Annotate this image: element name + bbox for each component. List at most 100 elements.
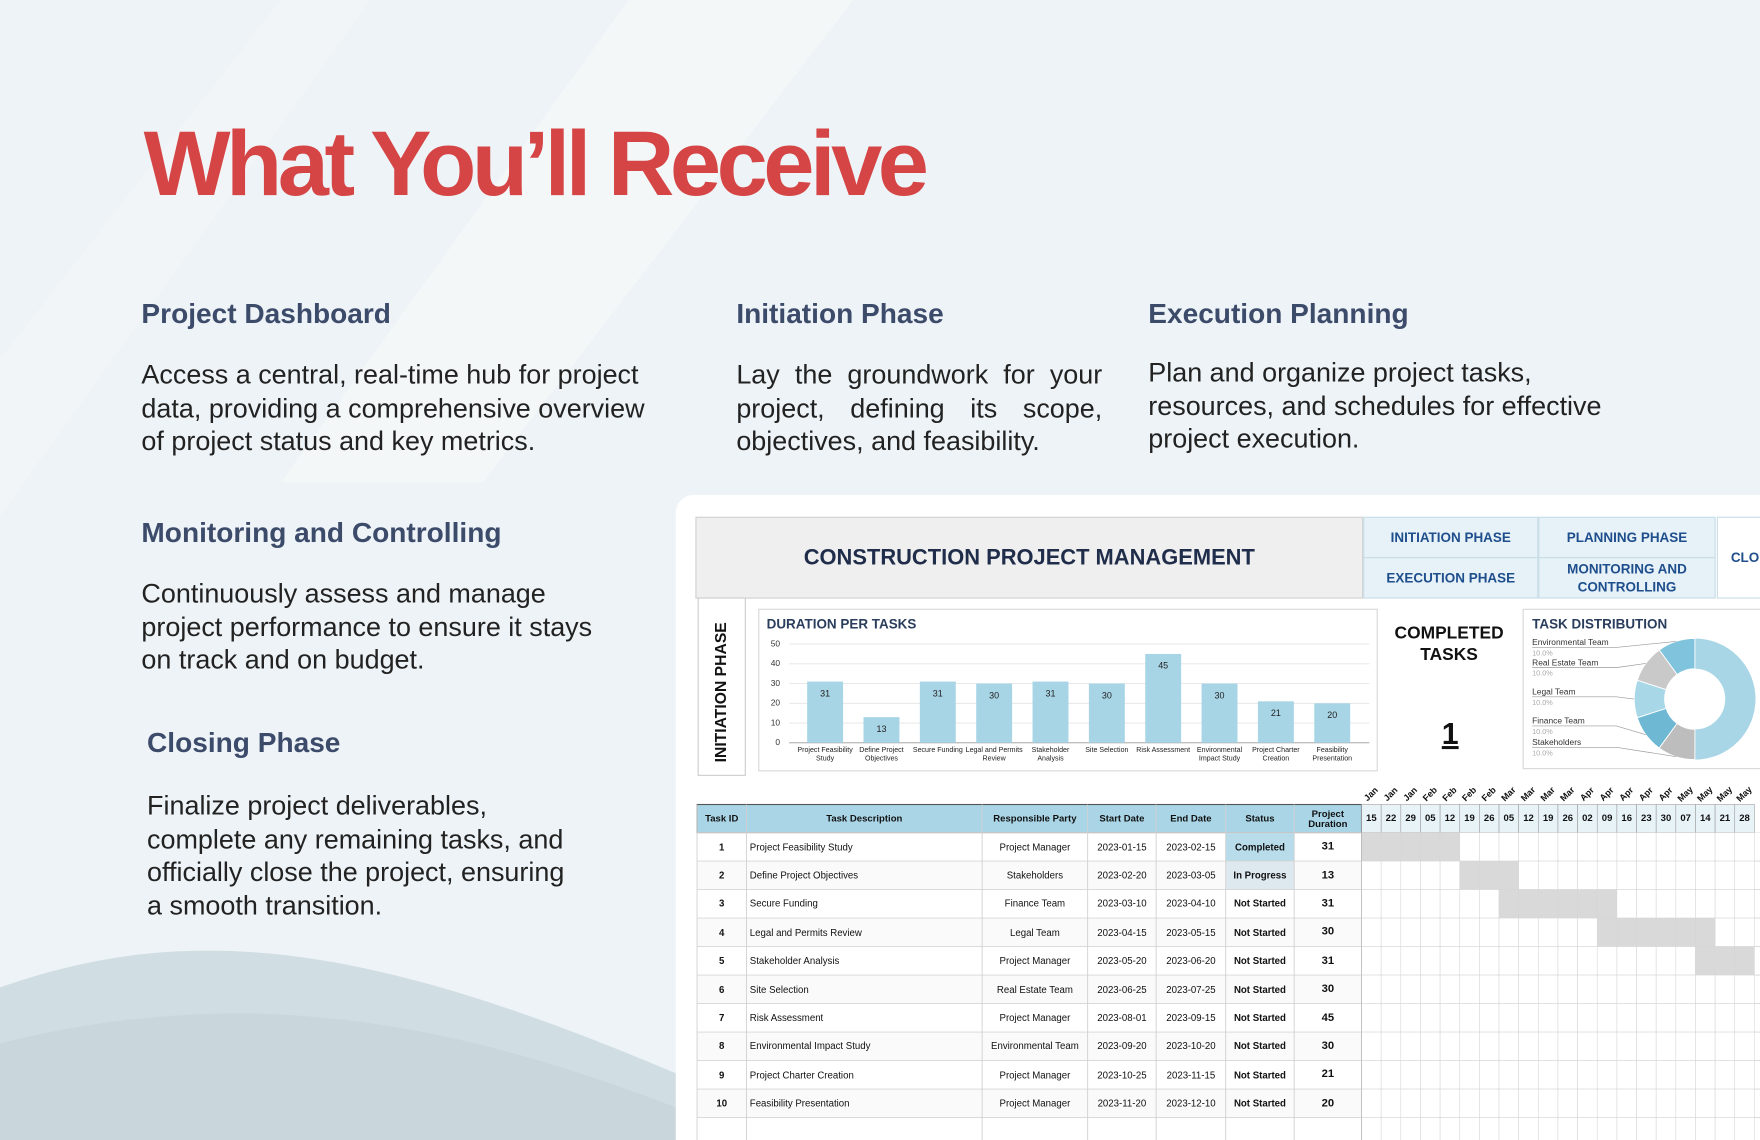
gantt-cell	[1655, 889, 1677, 919]
gantt-cell	[1655, 1088, 1677, 1118]
row-bg	[697, 918, 1362, 947]
table-cell: Legal and Permits Review	[749, 926, 862, 938]
gantt-cell	[1714, 889, 1736, 919]
feature-heading: Project Dashboard	[141, 298, 391, 330]
gantt-cell	[1400, 946, 1421, 976]
gantt-cell	[1714, 860, 1736, 890]
tab-label: EXECUTION PHASE	[1386, 570, 1516, 586]
gantt-cell	[1380, 832, 1402, 862]
bar	[1088, 683, 1125, 743]
gantt-cell	[1636, 946, 1657, 976]
gantt-cell	[1714, 832, 1736, 862]
value-label: 13	[876, 724, 886, 734]
gantt-cell	[1361, 832, 1382, 862]
status-bg	[1225, 832, 1295, 862]
tab-label: CLO	[1730, 549, 1760, 566]
gantt-day: 22	[1386, 813, 1397, 824]
table-cell: Secure Funding	[749, 898, 818, 910]
gantt-cell	[1498, 1031, 1519, 1061]
table-cell: 2023-07-25	[1166, 983, 1216, 995]
gantt-day: 14	[1700, 813, 1711, 824]
value-label: 30	[1215, 690, 1225, 700]
gantt-cell	[1577, 1060, 1598, 1090]
sheet-header	[695, 516, 1364, 599]
gantt-cell	[1361, 860, 1382, 890]
dist-name: Real Estate Team	[1532, 657, 1598, 667]
gantt-cell	[1675, 917, 1696, 947]
gantt-cell	[1400, 1088, 1421, 1118]
table-cell: 2023-09-20	[1097, 1040, 1147, 1052]
gantt-cell	[1420, 974, 1441, 1004]
gantt-cell	[1439, 889, 1461, 919]
table-cell: 2023-10-20	[1166, 1040, 1216, 1052]
gantt-cell	[1459, 1060, 1480, 1090]
gantt-cell	[1479, 1031, 1500, 1061]
feature-text: Continuously assess and manage project pe…	[141, 578, 646, 677]
table-cell: 1	[719, 841, 725, 853]
text-line: Continuously assess and manage	[141, 578, 546, 610]
gantt-cell	[1557, 1117, 1578, 1140]
gantt-cell	[1538, 974, 1559, 1004]
gantt-cell	[1734, 860, 1755, 890]
table-cell: 2023-09-15	[1166, 1012, 1216, 1024]
sheet-title: CONSTRUCTION PROJECT MANAGEMENT	[803, 544, 1255, 570]
gantt-cell	[1636, 917, 1657, 947]
main-title: What You’ll Receive	[143, 113, 929, 216]
dist-pct: 10.0%	[1532, 649, 1553, 658]
column-header: Task ID	[705, 812, 739, 824]
bar	[807, 681, 844, 743]
gantt-cell	[1459, 1031, 1480, 1061]
y-tick-label: 50	[771, 638, 781, 648]
gantt-cell	[1361, 917, 1382, 947]
gantt-day: 21	[1720, 813, 1731, 824]
gantt-cell	[1596, 860, 1618, 890]
gantt-cell	[1459, 832, 1480, 862]
gantt-cell	[1557, 832, 1578, 862]
table-cell: Project Manager	[999, 1012, 1071, 1024]
gantt-cell	[1498, 1088, 1519, 1118]
table-cell: Environmental Impact Study	[749, 1040, 871, 1052]
gantt-cell	[1538, 1117, 1559, 1140]
gantt-cell	[1400, 1003, 1421, 1033]
gantt-cell	[1518, 946, 1539, 976]
text-line: officially close the project, ensuring	[147, 857, 565, 888]
gantt-cell	[1655, 860, 1677, 890]
table-cell: 31	[1321, 897, 1335, 910]
gantt-cell	[1380, 974, 1402, 1004]
table-cell: 2023-05-20	[1097, 955, 1147, 967]
gantt-cell	[1577, 889, 1598, 919]
table-cell: 8	[719, 1040, 725, 1052]
column-header: Responsible Party	[993, 812, 1077, 824]
gantt-cell	[1479, 974, 1500, 1004]
gantt-cell	[1380, 917, 1402, 947]
column-header: Status	[1245, 812, 1275, 824]
gantt-cell	[1459, 860, 1480, 890]
gantt-cell	[1577, 946, 1598, 976]
gantt-cell	[1596, 1060, 1618, 1090]
table-cell: Not Started	[1233, 898, 1286, 910]
gantt-cell	[1361, 974, 1382, 1004]
table-cell: Legal Team	[1010, 926, 1060, 938]
gantt-cell	[1538, 860, 1559, 890]
gantt-cell	[1538, 917, 1559, 947]
gantt-cell	[1557, 917, 1578, 947]
gantt-cell	[1380, 860, 1402, 890]
gantt-cell	[1734, 832, 1755, 862]
gantt-cell	[1538, 1031, 1559, 1061]
value-label: 31	[933, 688, 943, 698]
text-line: Lay the groundwork for your	[736, 360, 1103, 391]
dist-title: TASK DISTRIBUTION	[1532, 617, 1667, 632]
gantt-day: 12	[1445, 813, 1456, 824]
gantt-cell	[1577, 974, 1598, 1004]
table-cell: 2023-01-15	[1097, 841, 1147, 853]
gantt-cell	[1616, 860, 1637, 890]
gantt-cell	[1695, 1060, 1716, 1090]
y-tick-label: 30	[771, 678, 781, 688]
gantt-cell	[1498, 1060, 1519, 1090]
gantt-cell	[1675, 1003, 1696, 1033]
gantt-cell	[1557, 946, 1578, 976]
gantt-day: 15	[1366, 813, 1377, 824]
gantt-cell	[1616, 1088, 1637, 1118]
gantt-cell	[1616, 889, 1637, 919]
tab-label: MONITORING AND CONTROLLING	[1567, 561, 1687, 595]
